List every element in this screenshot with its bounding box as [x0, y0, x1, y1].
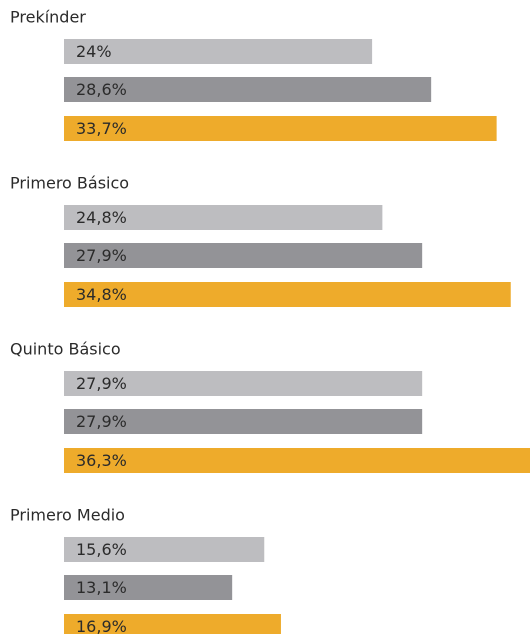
value-label: 33,7%: [76, 119, 127, 138]
value-label: 34,8%: [76, 285, 127, 304]
value-label: 27,9%: [76, 412, 127, 431]
value-label: 27,9%: [76, 374, 127, 393]
value-label: 36,3%: [76, 451, 127, 470]
category-label: Primero Medio: [10, 506, 125, 525]
bar: [64, 537, 265, 562]
bar: [64, 77, 432, 102]
value-label: 13,1%: [76, 578, 127, 597]
category-label: Primero Básico: [10, 174, 129, 193]
value-label: 16,9%: [76, 617, 127, 634]
bar: [64, 205, 383, 230]
bar: [64, 575, 233, 600]
value-label: 15,6%: [76, 540, 127, 559]
bar: [64, 116, 497, 141]
value-label: 24%: [76, 42, 112, 61]
value-label: 24,8%: [76, 208, 127, 227]
value-label: 27,9%: [76, 246, 127, 265]
bar: [64, 448, 530, 473]
bar: [64, 614, 281, 634]
bar: [64, 243, 423, 268]
category-label: Quinto Básico: [10, 340, 121, 359]
bar: [64, 39, 373, 64]
bar: [64, 282, 511, 307]
bar: [64, 409, 423, 434]
category-label: Prekínder: [10, 8, 86, 27]
value-label: 28,6%: [76, 80, 127, 99]
bar: [64, 371, 423, 396]
